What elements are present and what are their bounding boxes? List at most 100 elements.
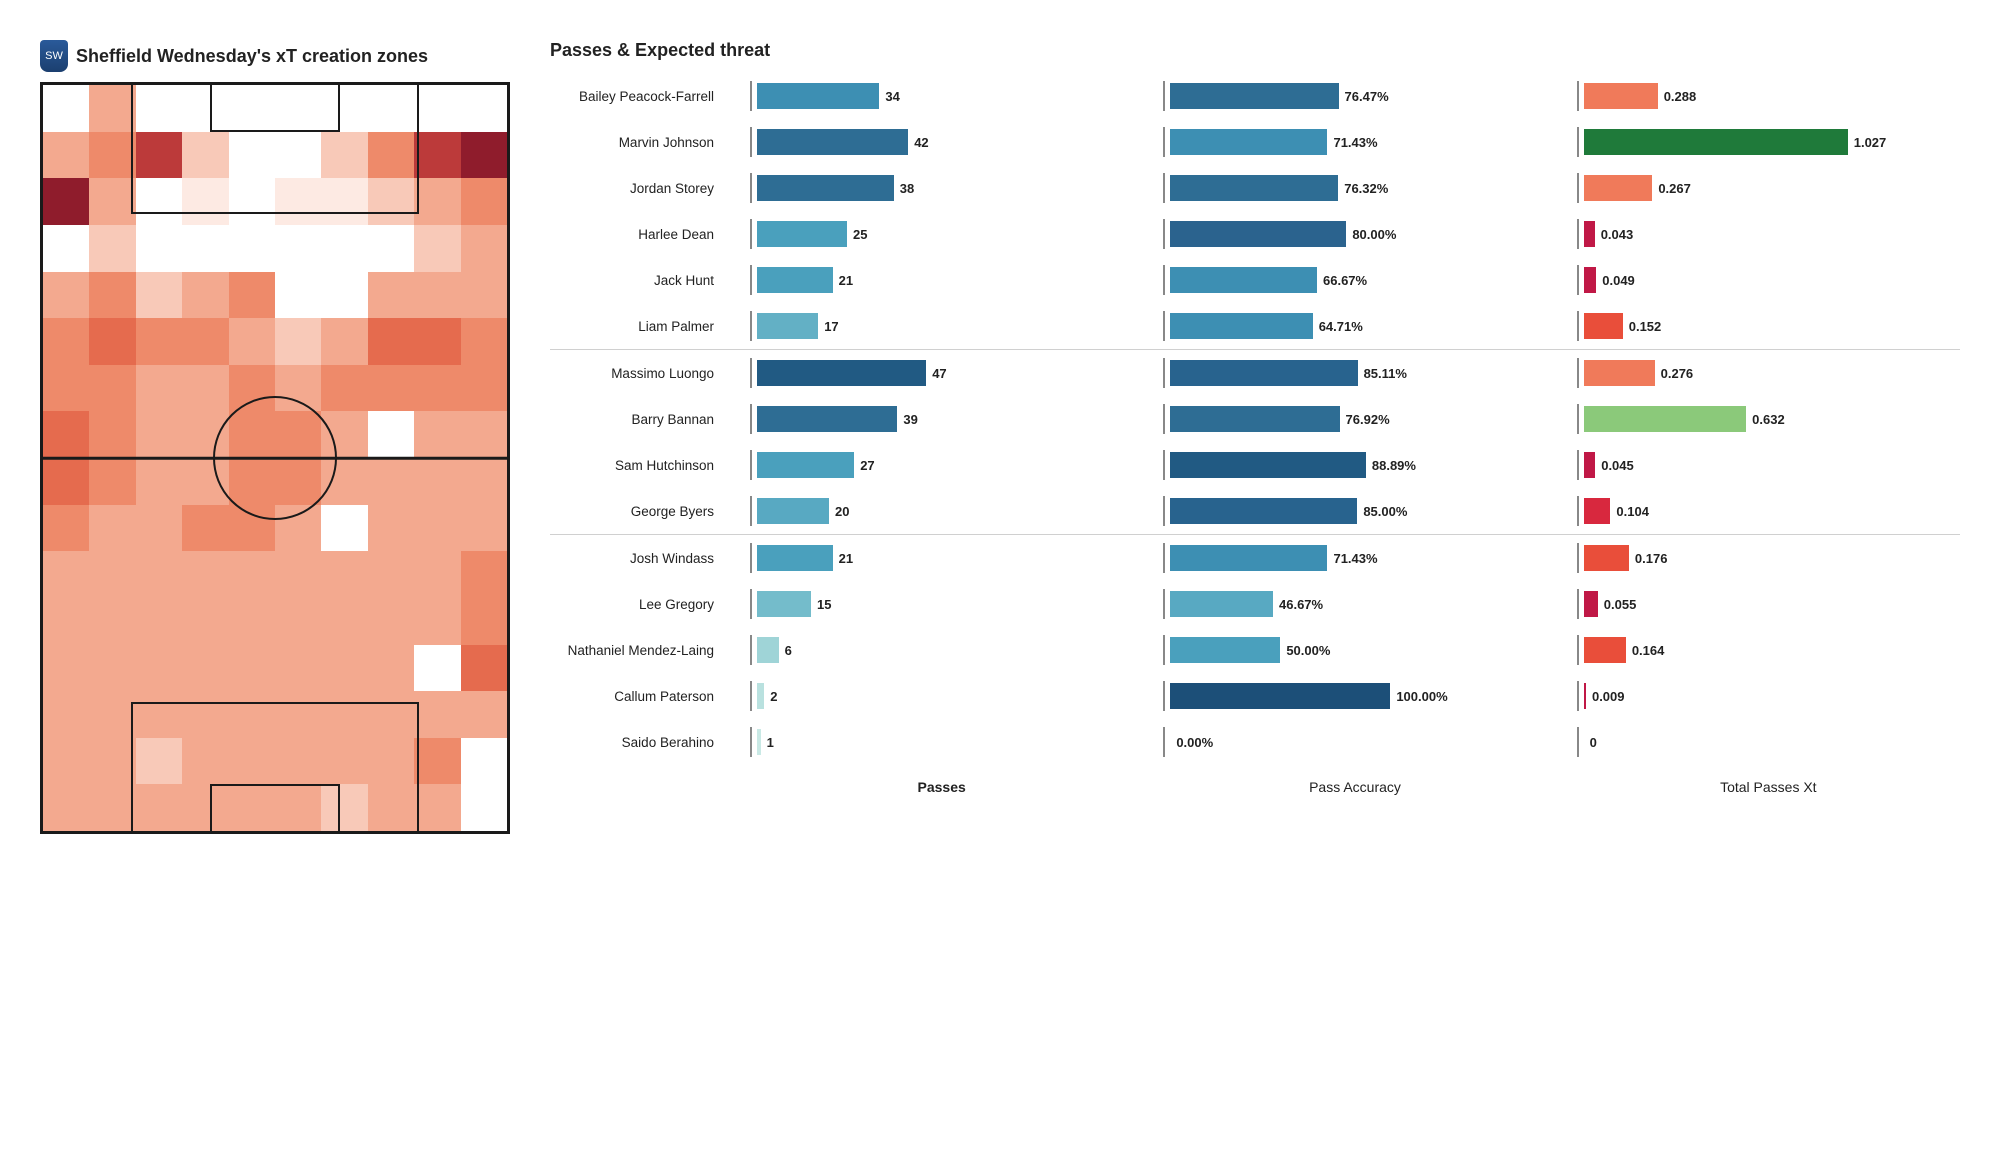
- player-name: Barry Bannan: [550, 412, 720, 427]
- player-row: Lee Gregory1546.67%0.055: [550, 581, 1960, 627]
- bar-value: 20: [835, 504, 849, 519]
- bar-cell: 42: [750, 127, 1133, 157]
- heatmap-cell: [229, 318, 275, 365]
- bar-value: 85.11%: [1364, 366, 1407, 381]
- heatmap-cell: [89, 365, 135, 412]
- bar-value: 38: [900, 181, 914, 196]
- bar-cell: 0.164: [1577, 635, 1960, 665]
- bar: [757, 545, 833, 571]
- heatmap-cell: [89, 132, 135, 179]
- bar: [1170, 313, 1312, 339]
- bar: [757, 267, 833, 293]
- bar-cell: 39: [750, 404, 1133, 434]
- bar-cell: 1: [750, 727, 1133, 757]
- player-row: Bailey Peacock-Farrell3476.47%0.288: [550, 73, 1960, 119]
- bar-cell: 17: [750, 311, 1133, 341]
- bar-cell: 0.055: [1577, 589, 1960, 619]
- bar: [757, 637, 779, 663]
- heatmap-cell: [136, 598, 182, 645]
- player-name: Harlee Dean: [550, 227, 720, 242]
- player-name: Saido Berahino: [550, 735, 720, 750]
- heatmap-cell: [43, 598, 89, 645]
- heatmap-cell: [321, 645, 367, 692]
- bar-cell: 27: [750, 450, 1133, 480]
- bar: [1584, 129, 1848, 155]
- heatmap-cell: [461, 784, 507, 831]
- bar-value: 80.00%: [1352, 227, 1396, 242]
- heatmap-cell: [43, 551, 89, 598]
- bar-value: 2: [770, 689, 777, 704]
- xt-heatmap: [40, 82, 510, 834]
- heatmap-cell: [229, 225, 275, 272]
- heatmap-cell: [182, 551, 228, 598]
- bar-cell: 100.00%: [1163, 681, 1546, 711]
- player-name: Sam Hutchinson: [550, 458, 720, 473]
- bar-value: 50.00%: [1286, 643, 1330, 658]
- heatmap-cell: [136, 318, 182, 365]
- heatmap-cell: [414, 225, 460, 272]
- bar-cell: 0.104: [1577, 496, 1960, 526]
- heatmap-cell: [414, 178, 460, 225]
- bar-cell: 15: [750, 589, 1133, 619]
- bar-cell: 20: [750, 496, 1133, 526]
- heatmap-cell: [43, 318, 89, 365]
- bar-value: 0.288: [1664, 89, 1697, 104]
- heatmap-cell: [461, 132, 507, 179]
- bar: [757, 498, 829, 524]
- pitch-centre-circle: [213, 396, 337, 520]
- bar-cell: 0.043: [1577, 219, 1960, 249]
- player-name: Nathaniel Mendez-Laing: [550, 643, 720, 658]
- bar-value: 76.47%: [1345, 89, 1389, 104]
- heatmap-cell: [43, 738, 89, 785]
- bar: [757, 221, 847, 247]
- bar-value: 34: [885, 89, 899, 104]
- heatmap-cell: [321, 365, 367, 412]
- bar-cell: 71.43%: [1163, 543, 1546, 573]
- heatmap-cell: [43, 225, 89, 272]
- bar-cell: 64.71%: [1163, 311, 1546, 341]
- heatmap-cell: [89, 225, 135, 272]
- bar-cell: 80.00%: [1163, 219, 1546, 249]
- heatmap-cell: [414, 598, 460, 645]
- heatmap-cell: [182, 645, 228, 692]
- heatmap-cell: [275, 598, 321, 645]
- heatmap-cell: [89, 691, 135, 738]
- heatmap-cell: [89, 272, 135, 319]
- col-header-accuracy: Pass Accuracy: [1163, 779, 1546, 795]
- bar-value: 0.055: [1604, 597, 1637, 612]
- bar: [757, 406, 897, 432]
- bar-value: 15: [817, 597, 831, 612]
- bar-value: 47: [932, 366, 946, 381]
- bar-cell: 85.00%: [1163, 496, 1546, 526]
- heatmap-cell: [414, 691, 460, 738]
- bar: [1170, 221, 1346, 247]
- bar: [1170, 406, 1339, 432]
- heatmap-cell: [229, 551, 275, 598]
- bar: [1584, 683, 1586, 709]
- bar-value: 66.67%: [1323, 273, 1367, 288]
- heatmap-cell: [414, 272, 460, 319]
- bar-cell: 0.276: [1577, 358, 1960, 388]
- bar-cell: 34: [750, 81, 1133, 111]
- bar-cell: 0.176: [1577, 543, 1960, 573]
- bar-cell: 21: [750, 265, 1133, 295]
- heatmap-cell: [43, 411, 89, 458]
- bar-cell: 0.288: [1577, 81, 1960, 111]
- heatmap-cell: [136, 225, 182, 272]
- heatmap-cell: [136, 505, 182, 552]
- bar: [1584, 591, 1598, 617]
- heatmap-cell: [43, 645, 89, 692]
- heatmap-cell: [414, 411, 460, 458]
- player-row: George Byers2085.00%0.104: [550, 488, 1960, 534]
- bar-value: 0.176: [1635, 551, 1668, 566]
- player-row: Callum Paterson2100.00%0.009: [550, 673, 1960, 719]
- heatmap-cell: [136, 411, 182, 458]
- bar: [1584, 175, 1653, 201]
- heatmap-cell: [368, 411, 414, 458]
- heatmap-cell: [414, 505, 460, 552]
- heatmap-cell: [321, 505, 367, 552]
- heatmap-cell: [89, 85, 135, 132]
- bar-value: 100.00%: [1396, 689, 1447, 704]
- heatmap-cell: [229, 272, 275, 319]
- bar: [1584, 452, 1596, 478]
